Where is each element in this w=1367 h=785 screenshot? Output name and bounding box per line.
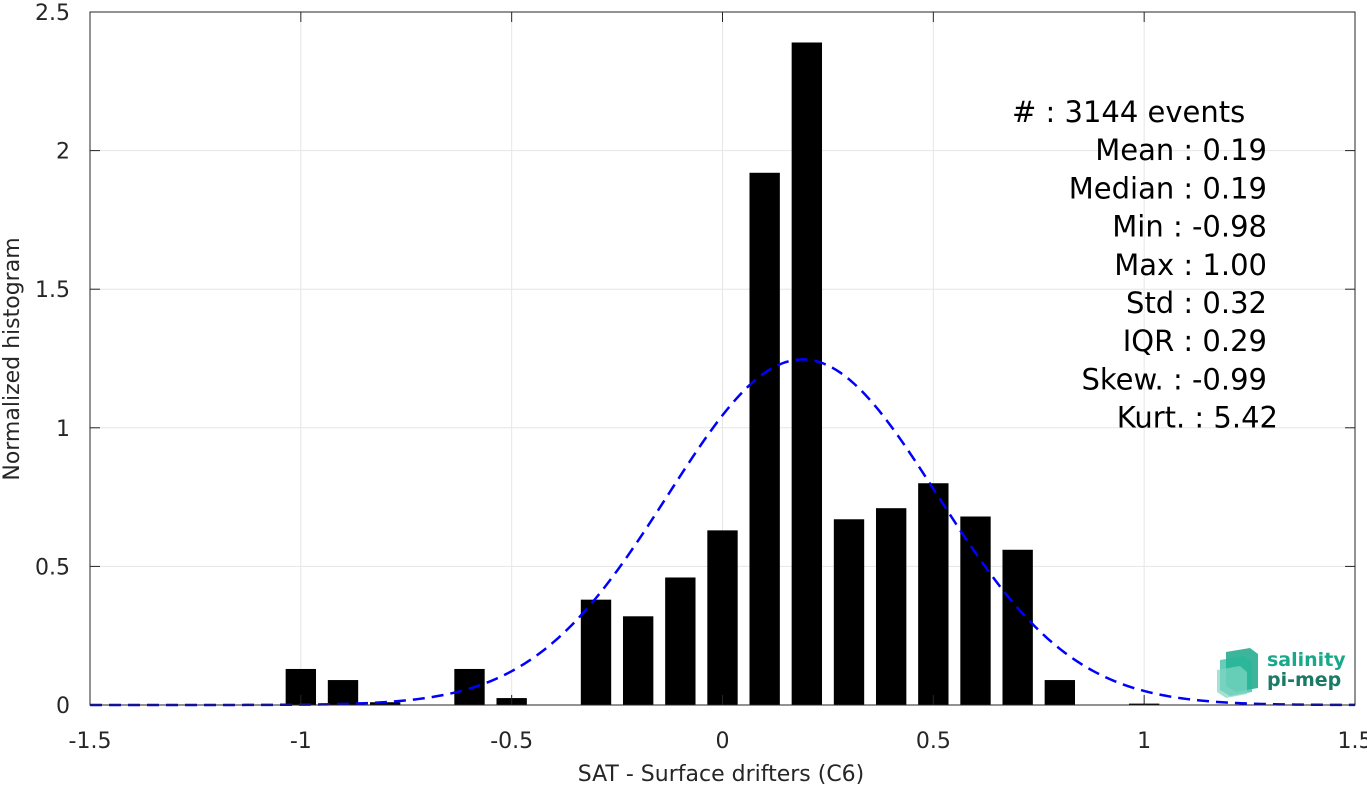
- y-tick-label: 2: [56, 140, 70, 165]
- stat-line: Median : 0.19: [1069, 171, 1267, 205]
- histogram-bar-8: [707, 530, 738, 705]
- logo-graphic-icon: [1217, 648, 1258, 698]
- y-axis-label: Normalized histogram: [0, 237, 25, 480]
- x-tick-label: 0.5: [916, 729, 951, 754]
- histogram-bar-2: [369, 702, 401, 705]
- histogram-bar-1: [327, 680, 359, 705]
- x-tick-label: 0: [716, 729, 730, 754]
- stat-value: : 1.00: [1174, 248, 1267, 282]
- stat-value: : 5.42: [1185, 401, 1278, 435]
- stat-line: Mean : 0.19: [1095, 133, 1267, 167]
- stat-value: : 0.19: [1174, 171, 1267, 205]
- x-tick-label: -1: [290, 729, 312, 754]
- stat-label: Max: [1114, 248, 1174, 282]
- histogram-bar-15: [1002, 549, 1033, 705]
- stat-label: Kurt.: [1117, 401, 1185, 435]
- stat-line: Kurt. : 5.42: [1117, 401, 1278, 435]
- histogram-bar-11: [833, 519, 865, 705]
- histogram-bar-7: [665, 577, 696, 705]
- stat-value: : -0.98: [1164, 210, 1267, 244]
- y-tick-label: 1: [56, 417, 70, 442]
- histogram-bar-16: [1044, 680, 1076, 705]
- x-tick-label: 1: [1137, 729, 1151, 754]
- y-tick-label: 2.5: [35, 1, 70, 26]
- stat-value: : 0.32: [1174, 286, 1267, 320]
- histogram-bar-14: [960, 516, 991, 705]
- histogram-bar-3: [454, 668, 485, 705]
- logo-text-salinity: salinity: [1267, 649, 1346, 671]
- histogram-bar-6: [622, 616, 654, 705]
- stat-label: Min: [1112, 210, 1163, 244]
- stat-line: Std : 0.32: [1126, 286, 1267, 320]
- stat-value: : 0.19: [1174, 133, 1267, 167]
- x-tick-label: -1.5: [69, 729, 112, 754]
- axis-ticks: [89, 11, 1356, 706]
- stat-label: Skew.: [1081, 362, 1163, 396]
- stat-label: Std: [1126, 286, 1174, 320]
- stat-label: #: [1012, 95, 1036, 129]
- histogram-bar-5: [580, 599, 612, 705]
- x-axis-label: SAT - Surface drifters (C6): [578, 762, 865, 785]
- y-tick-label: 0: [56, 694, 70, 719]
- histogram-bar-9: [749, 172, 780, 705]
- stat-value: : 3144 events: [1036, 95, 1245, 129]
- histogram-bar-10: [791, 42, 823, 705]
- histogram-bar-12: [875, 508, 907, 705]
- stat-line: IQR : 0.29: [1123, 324, 1267, 358]
- x-tick-label: 1.5: [1338, 729, 1367, 754]
- stat-line: Max : 1.00: [1114, 248, 1267, 282]
- y-tick-labels: 0 0.5 1 1.5 2 2.5: [35, 1, 70, 719]
- stat-line: # : 3144 events: [1012, 95, 1245, 129]
- stat-label: Median: [1069, 171, 1174, 205]
- y-tick-label: 1.5: [35, 278, 70, 303]
- stat-value: : 0.29: [1174, 324, 1267, 358]
- salinity-pi-mep-logo: salinity pi-mep: [1217, 648, 1346, 698]
- x-tick-labels: -1.5 -1 -0.5 0 0.5 1 1.5: [69, 729, 1367, 754]
- stat-line: Skew. : -0.99: [1081, 362, 1267, 396]
- stat-value: : -0.99: [1164, 362, 1267, 396]
- stat-line: Min : -0.98: [1112, 210, 1267, 244]
- stat-label: IQR: [1123, 324, 1175, 358]
- x-tick-label: -0.5: [490, 729, 533, 754]
- logo-text-pi-mep: pi-mep: [1267, 669, 1341, 691]
- histogram-bar-13: [918, 483, 949, 705]
- histogram-bars: [285, 42, 1160, 705]
- stat-label: Mean: [1095, 133, 1174, 167]
- y-tick-label: 0.5: [35, 555, 70, 580]
